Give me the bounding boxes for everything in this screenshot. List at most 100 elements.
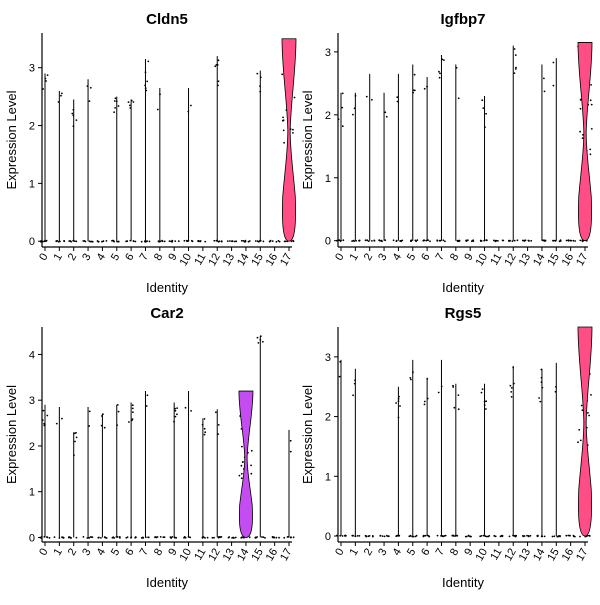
data-point bbox=[565, 239, 568, 242]
x-tick-label: 15 bbox=[545, 547, 562, 564]
data-point bbox=[352, 394, 354, 397]
data-point bbox=[61, 417, 63, 420]
violin-points bbox=[240, 239, 251, 243]
y-tick-label: 0 bbox=[29, 532, 35, 544]
x-tick-label: 15 bbox=[545, 252, 562, 269]
data-point bbox=[523, 239, 525, 242]
data-point bbox=[189, 536, 192, 539]
data-point bbox=[543, 239, 545, 242]
violin-points bbox=[521, 239, 533, 242]
data-point bbox=[358, 239, 360, 242]
data-point bbox=[437, 391, 440, 394]
violin-points bbox=[283, 439, 295, 539]
data-point bbox=[424, 534, 427, 537]
data-point bbox=[264, 537, 266, 539]
data-point bbox=[283, 141, 285, 144]
x-tick-label: 1 bbox=[51, 252, 64, 263]
data-point bbox=[581, 137, 584, 140]
data-point bbox=[513, 239, 516, 242]
data-point bbox=[580, 404, 583, 407]
data-point bbox=[552, 84, 555, 87]
x-tick-label: 7 bbox=[434, 252, 447, 263]
data-point bbox=[465, 240, 468, 243]
data-point bbox=[278, 240, 281, 243]
data-point bbox=[572, 239, 575, 242]
data-point bbox=[176, 413, 178, 416]
data-point bbox=[242, 240, 245, 242]
data-point bbox=[82, 240, 85, 242]
data-point bbox=[423, 400, 426, 403]
data-point bbox=[579, 535, 581, 538]
data-point bbox=[41, 240, 44, 243]
data-point bbox=[147, 536, 150, 539]
data-point bbox=[514, 68, 517, 70]
data-point bbox=[293, 96, 296, 99]
data-point bbox=[114, 107, 116, 109]
data-point bbox=[257, 342, 260, 344]
data-point bbox=[125, 537, 128, 539]
data-point bbox=[82, 536, 85, 538]
y-tick-label: 2 bbox=[325, 110, 331, 122]
data-point bbox=[590, 84, 592, 86]
data-point bbox=[527, 535, 530, 537]
x-tick-label: 2 bbox=[362, 547, 375, 558]
data-point bbox=[457, 394, 460, 396]
data-point bbox=[522, 534, 524, 537]
data-point bbox=[218, 240, 221, 243]
data-point bbox=[409, 377, 412, 379]
data-point bbox=[75, 119, 78, 121]
x-tick-label: 15 bbox=[249, 547, 266, 564]
violin-points bbox=[408, 371, 418, 538]
data-point bbox=[248, 240, 251, 242]
data-point bbox=[240, 239, 243, 242]
data-point bbox=[341, 125, 344, 128]
x-tick-label: 13 bbox=[221, 252, 238, 269]
data-point bbox=[579, 439, 582, 442]
x-tick-label: 2 bbox=[362, 252, 375, 263]
data-point bbox=[342, 239, 345, 242]
x-tick-label: 3 bbox=[80, 547, 93, 558]
x-axis-label: Identity bbox=[146, 575, 188, 590]
data-point bbox=[452, 534, 454, 537]
x-tick-label: 6 bbox=[123, 252, 136, 263]
data-point bbox=[117, 240, 120, 243]
data-point bbox=[508, 535, 511, 538]
violin-points bbox=[226, 240, 238, 243]
data-point bbox=[89, 86, 92, 89]
data-point bbox=[217, 59, 220, 62]
data-point bbox=[399, 405, 401, 407]
x-tick-label: 13 bbox=[221, 547, 238, 564]
data-point bbox=[581, 240, 584, 243]
x-tick-label: 1 bbox=[347, 252, 360, 263]
data-point bbox=[427, 239, 429, 242]
data-point bbox=[73, 240, 76, 243]
violin-points bbox=[522, 534, 532, 538]
data-point bbox=[516, 239, 519, 242]
violin-points bbox=[379, 534, 390, 538]
violin-points bbox=[68, 108, 78, 243]
data-point bbox=[380, 239, 383, 242]
data-point bbox=[530, 239, 533, 242]
violin-points bbox=[53, 417, 65, 539]
violin-points bbox=[125, 404, 137, 539]
data-point bbox=[335, 239, 338, 242]
data-point bbox=[117, 410, 120, 413]
violin-points bbox=[39, 74, 49, 243]
x-tick-label: 6 bbox=[419, 547, 432, 558]
data-point bbox=[292, 536, 295, 539]
data-point bbox=[485, 112, 487, 115]
x-tick-label: 1 bbox=[347, 547, 360, 558]
data-point bbox=[127, 421, 130, 423]
data-point bbox=[289, 450, 292, 453]
x-tick-label: 11 bbox=[488, 251, 504, 267]
data-point bbox=[147, 60, 150, 63]
y-axis-label: Expression Level bbox=[4, 385, 19, 484]
data-point bbox=[579, 239, 582, 242]
violin-points bbox=[213, 59, 223, 243]
data-point bbox=[132, 411, 134, 413]
data-point bbox=[254, 240, 257, 242]
data-point bbox=[183, 239, 186, 242]
data-point bbox=[88, 100, 91, 102]
panel-title: Igfbp7 bbox=[441, 11, 486, 28]
violin-points bbox=[565, 239, 576, 242]
